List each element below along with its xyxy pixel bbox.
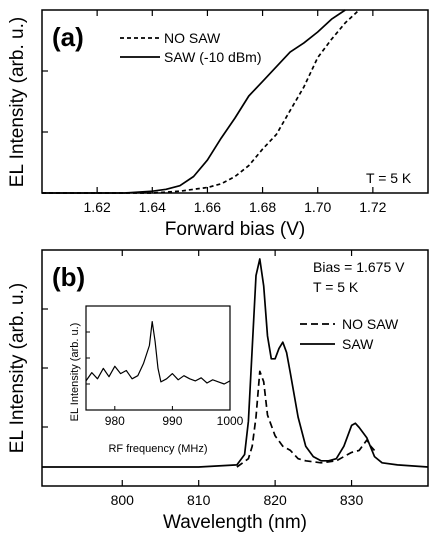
panel-b-xtick-label: 800 bbox=[111, 492, 135, 508]
legend-b-saw-label: SAW bbox=[342, 336, 374, 352]
panel-b-xtick-label: 810 bbox=[187, 492, 211, 508]
panel-b-series-no-saw bbox=[236, 370, 376, 468]
panel-a-legend: NO SAW SAW (-10 dBm) bbox=[120, 30, 262, 65]
legend-saw-label: SAW (-10 dBm) bbox=[164, 49, 262, 65]
panel-b-temperature: T = 5 K bbox=[313, 279, 359, 295]
legend-b-no-saw-label: NO SAW bbox=[342, 316, 399, 332]
panel-b-bias: Bias = 1.675 V bbox=[313, 259, 405, 275]
panel-a-xtick-label: 1.68 bbox=[249, 199, 276, 215]
panel-b-xtick-label: 830 bbox=[340, 492, 364, 508]
panel-a-temperature: T = 5 K bbox=[366, 170, 412, 186]
panel-b-label: (b) bbox=[52, 262, 85, 292]
inset-xtick-label: 980 bbox=[105, 414, 125, 428]
panel-a-xtick-label: 1.72 bbox=[359, 199, 386, 215]
inset-ticks: 980 990 1000 bbox=[86, 331, 244, 428]
panel-b-xlabel: Wavelength (nm) bbox=[163, 512, 307, 533]
panel-a-series-saw-10-dbm bbox=[42, 9, 346, 194]
inset-xlabel: RF frequency (MHz) bbox=[108, 443, 207, 455]
inset-frame bbox=[85, 305, 231, 411]
inset-series-line bbox=[85, 321, 231, 385]
panel-a-label: (a) bbox=[52, 22, 84, 52]
panel-b-series-saw bbox=[42, 258, 429, 468]
panel-b-legend: NO SAW SAW bbox=[300, 316, 399, 352]
panel-a-ticks: 1.62 1.64 1.66 1.68 1.70 1.72 bbox=[42, 10, 387, 215]
panel-b-ticks: 800 810 820 830 bbox=[42, 250, 363, 508]
panel-a-ylabel: EL Intensity (arb. u.) bbox=[7, 17, 28, 187]
panel-b-ylabel: EL Intensity (arb. u.) bbox=[7, 283, 28, 453]
inset-series bbox=[85, 321, 231, 385]
inset-xtick-label: 990 bbox=[162, 414, 182, 428]
panel-a-xtick-label: 1.64 bbox=[139, 199, 166, 215]
panel-a-series-no-saw bbox=[42, 9, 360, 194]
panel-a-xtick-label: 1.62 bbox=[84, 199, 111, 215]
inset-ylabel: EL Intensity (arb. u.) bbox=[69, 323, 81, 422]
panel-a-xlabel: Forward bias (V) bbox=[165, 219, 305, 240]
legend-no-saw-label: NO SAW bbox=[164, 30, 221, 46]
panel-a: 1.62 1.64 1.66 1.68 1.70 1.72 (a) Forward bia… bbox=[7, 9, 429, 240]
panel-a-frame bbox=[41, 9, 429, 194]
panel-b-xtick-label: 820 bbox=[263, 492, 287, 508]
inset-chart: 980 990 1000 RF frequency (MHz) EL Intensi… bbox=[69, 305, 244, 455]
panel-a-xtick-label: 1.66 bbox=[194, 199, 221, 215]
panel-b-series bbox=[42, 258, 429, 468]
panel-b: 800 810 820 830 (b) Wavelength (nm) EL Inte… bbox=[7, 249, 429, 533]
panel-a-series bbox=[42, 9, 360, 194]
inset-xtick-label: 1000 bbox=[217, 414, 244, 428]
panel-a-xtick-label: 1.70 bbox=[304, 199, 331, 215]
